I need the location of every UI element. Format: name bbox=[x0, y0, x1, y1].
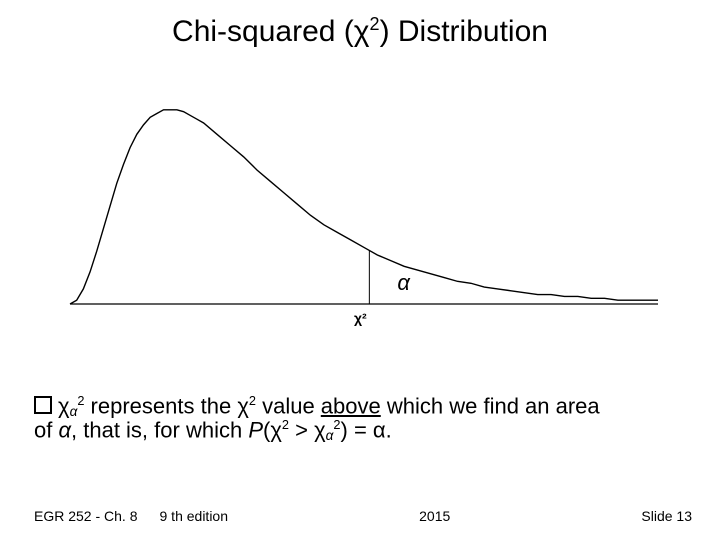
chi-sup-2c: 2 bbox=[282, 417, 289, 432]
chi-sub-alpha: α bbox=[70, 404, 78, 419]
bullet-icon bbox=[34, 396, 52, 414]
footer-slide: Slide 13 bbox=[641, 508, 692, 524]
chi-sup-2d: 2 bbox=[333, 417, 340, 432]
line2a: of bbox=[34, 417, 58, 442]
footer-edition: 9 th edition bbox=[160, 508, 229, 524]
P: P bbox=[248, 417, 263, 442]
gt: > bbox=[289, 417, 314, 442]
title-sup: 2 bbox=[370, 14, 380, 34]
t1: represents the bbox=[84, 393, 237, 418]
chi-sym-3: χ bbox=[270, 417, 282, 442]
t3: which we find an area bbox=[381, 393, 600, 418]
chi-sup-2b: 2 bbox=[249, 393, 256, 408]
above-word: above bbox=[321, 393, 381, 418]
footer-year: 2015 bbox=[419, 508, 450, 524]
close-eq: ) = α. bbox=[341, 417, 392, 442]
line2b: , that is, for which bbox=[71, 417, 248, 442]
alpha-label: α bbox=[397, 270, 410, 296]
title-pre: Chi-squared ( bbox=[172, 15, 354, 48]
t2: value bbox=[256, 393, 321, 418]
title-post: ) Distribution bbox=[380, 15, 548, 48]
axis-label: χ² bbox=[354, 310, 367, 326]
footer-left: EGR 252 - Ch. 8 9 th edition bbox=[34, 508, 228, 524]
footer-course: EGR 252 - Ch. 8 bbox=[34, 508, 138, 524]
slide-footer: EGR 252 - Ch. 8 9 th edition 2015 Slide … bbox=[34, 508, 692, 524]
chi-sub-alpha-2: α bbox=[326, 428, 334, 443]
chi-sym-4: χ bbox=[314, 417, 326, 442]
chi-sym-2: χ bbox=[237, 393, 249, 418]
slide-title: Chi-squared (χ2) Distribution bbox=[0, 14, 720, 49]
chart-svg bbox=[64, 100, 664, 310]
title-chi: χ bbox=[354, 15, 370, 48]
slide: Chi-squared (χ2) Distribution α χ² χα2 r… bbox=[0, 0, 720, 540]
alpha-it: α bbox=[58, 417, 71, 442]
chi-sym: χ bbox=[58, 393, 70, 418]
definition-bullet: χα2 represents the χ2 value above which … bbox=[34, 394, 692, 441]
chi-squared-chart: α χ² bbox=[64, 100, 664, 330]
